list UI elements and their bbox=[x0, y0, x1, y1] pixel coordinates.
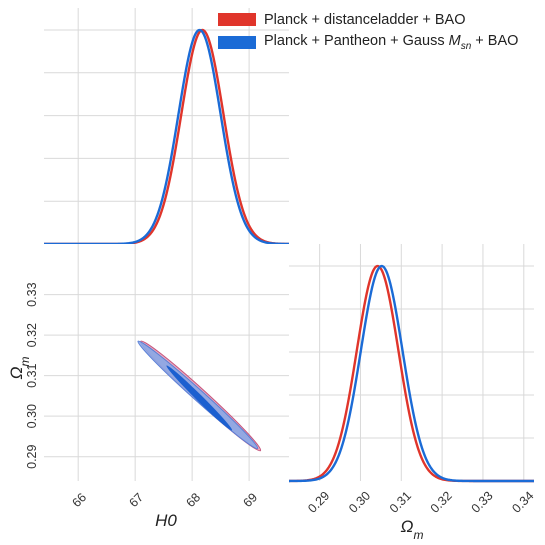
y-tick-label: 0.29 bbox=[25, 444, 39, 468]
legend-item-blue: Planck + Pantheon + Gauss Msn + BAO bbox=[218, 31, 540, 54]
y-axis-label-omegam: Ωm bbox=[7, 357, 32, 380]
contour-68-blue bbox=[166, 365, 233, 431]
x-tick-label: 0.31 bbox=[387, 489, 414, 516]
axis-labels: H0 Ωm Ωm bbox=[7, 357, 423, 542]
y-tick-label: 0.31 bbox=[25, 363, 39, 387]
x-tick-label: 69 bbox=[240, 490, 260, 510]
legend-swatch-red bbox=[218, 13, 256, 26]
omegam-marginal-panel: 0.29 0.30 0.31 0.32 0.33 0.34 bbox=[289, 244, 537, 516]
series-line bbox=[289, 264, 534, 483]
panel-background bbox=[289, 244, 534, 481]
x-tick-label: 0.33 bbox=[469, 489, 496, 516]
legend-label: Planck + distanceladder + BAO bbox=[264, 11, 466, 28]
x-axis-label-h0: H0 bbox=[155, 511, 177, 530]
x-tick-label: 66 bbox=[69, 490, 89, 510]
y-tick-label: 0.33 bbox=[25, 282, 39, 306]
x-tick-label: 0.34 bbox=[509, 489, 536, 516]
x-tick-label: 67 bbox=[126, 490, 146, 510]
x-axis-label-omegam: Ωm bbox=[401, 517, 424, 542]
y-tick-label: 0.32 bbox=[25, 323, 39, 347]
x-tick-label: 0.32 bbox=[428, 489, 455, 516]
x-tick-label: 0.29 bbox=[305, 489, 332, 516]
x-tick-label: 68 bbox=[183, 490, 203, 510]
legend-label: Planck + Pantheon + Gauss Msn + BAO bbox=[264, 33, 519, 52]
h0-omegam-joint-panel: 66 67 68 69 0.29 0.30 0.31 0.32 0.33 bbox=[25, 244, 289, 510]
legend: Planck + distanceladder + BAO Planck + P… bbox=[218, 8, 540, 54]
y-tick-label: 0.30 bbox=[25, 404, 39, 428]
legend-swatch-blue bbox=[218, 36, 256, 49]
legend-item-red: Planck + distanceladder + BAO bbox=[218, 8, 540, 31]
x-tick-label: 0.30 bbox=[346, 489, 373, 516]
